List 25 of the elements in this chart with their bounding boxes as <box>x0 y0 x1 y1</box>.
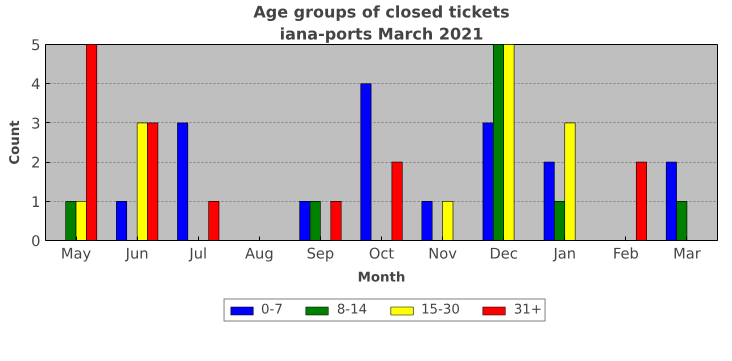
x-tick-label: Oct <box>368 246 394 262</box>
x-tick-label: Sep <box>306 246 334 262</box>
x-tick-label: May <box>60 246 92 262</box>
legend-label: 0-7 <box>261 302 283 318</box>
x-tick-label: Jun <box>124 246 149 262</box>
y-tick-label: 5 <box>31 37 41 54</box>
x-tick-label: Nov <box>428 246 458 262</box>
legend-label: 15-30 <box>421 302 460 318</box>
y-tick-label: 0 <box>31 233 41 250</box>
x-tick-label: Mar <box>673 246 702 262</box>
y-tick-label: 1 <box>31 194 41 211</box>
chart-subtitle: iana-ports March 2021 <box>280 24 484 44</box>
x-tick-label: Aug <box>245 246 274 262</box>
x-tick-label: Dec <box>490 246 518 262</box>
legend-label: 8-14 <box>336 302 368 318</box>
x-tick-label: Jan <box>552 246 576 262</box>
x-tick-label: Feb <box>612 246 639 262</box>
y-tick-label: 4 <box>31 76 41 94</box>
y-tick-label: 3 <box>31 115 41 132</box>
y-tick-label: 2 <box>31 154 41 172</box>
x-tick-label: Jul <box>188 246 208 262</box>
chart-title: Age groups of closed tickets <box>253 2 510 22</box>
y-axis-title: Count <box>8 120 24 165</box>
legend-label: 31+ <box>514 302 542 318</box>
x-axis-title: Month <box>358 270 406 286</box>
